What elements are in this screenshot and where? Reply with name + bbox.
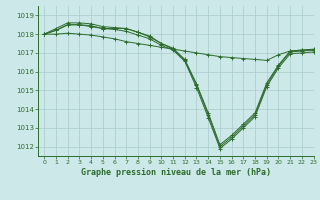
X-axis label: Graphe pression niveau de la mer (hPa): Graphe pression niveau de la mer (hPa)	[81, 168, 271, 177]
